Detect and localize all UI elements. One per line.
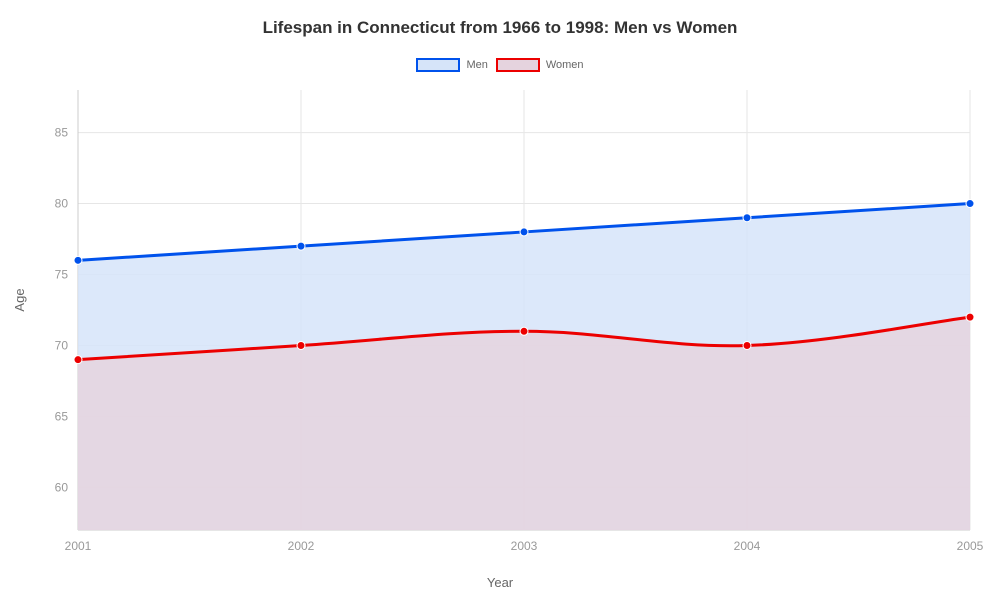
svg-text:75: 75 [55, 268, 69, 282]
svg-text:2002: 2002 [288, 539, 315, 553]
svg-text:2005: 2005 [957, 539, 984, 553]
chart-container: Lifespan in Connecticut from 1966 to 199… [0, 0, 1000, 600]
svg-text:2004: 2004 [734, 539, 761, 553]
svg-text:2001: 2001 [65, 539, 92, 553]
svg-text:60: 60 [55, 480, 69, 494]
svg-text:85: 85 [55, 126, 69, 140]
svg-text:70: 70 [55, 338, 69, 352]
svg-text:80: 80 [55, 197, 69, 211]
svg-text:65: 65 [55, 409, 69, 423]
chart-svg: 60 65 70 75 80 85 2001 2002 2003 2004 2005 [0, 0, 1000, 600]
svg-text:2003: 2003 [511, 539, 538, 553]
